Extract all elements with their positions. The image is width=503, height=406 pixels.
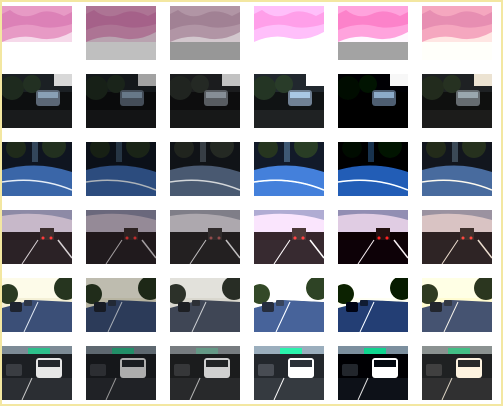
thumbnail-highway-traffic-darker — [86, 346, 156, 400]
thumbnail-sky-sunset-original — [2, 6, 72, 60]
thumbnail-dusk-road-contrast — [338, 210, 408, 264]
thumbnail-dark-street-contrast — [338, 74, 408, 128]
thumbnail-dark-street-darker — [86, 74, 156, 128]
thumbnail-sunny-road-contrast — [338, 278, 408, 332]
thumbnail-sunny-road-warm — [422, 278, 492, 332]
thumbnail-highway-traffic-contrast — [338, 346, 408, 400]
thumbnail-sky-sunset-darker — [86, 6, 156, 60]
thumbnail-curved-road-darker — [86, 142, 156, 196]
thumbnail-curved-road-brighter — [254, 142, 324, 196]
thumbnail-curved-road-grayish — [170, 142, 240, 196]
thumbnail-highway-traffic-warm — [422, 346, 492, 400]
thumbnail-dusk-road-brighter — [254, 210, 324, 264]
thumbnail-sky-sunset-grayish — [170, 6, 240, 60]
thumbnail-curved-road-warm — [422, 142, 492, 196]
thumbnail-sky-sunset-contrast — [338, 6, 408, 60]
thumbnail-dusk-road-original — [2, 210, 72, 264]
thumbnail-curved-road-contrast — [338, 142, 408, 196]
thumbnail-dark-street-original — [2, 74, 72, 128]
thumbnail-dusk-road-warm — [422, 210, 492, 264]
thumbnail-highway-traffic-grayish — [170, 346, 240, 400]
thumbnail-sunny-road-darker — [86, 278, 156, 332]
thumbnail-dusk-road-darker — [86, 210, 156, 264]
thumbnail-dark-street-grayish — [170, 74, 240, 128]
thumbnail-dark-street-brighter — [254, 74, 324, 128]
thumbnail-sky-sunset-warm — [422, 6, 492, 60]
thumbnail-sky-sunset-brighter — [254, 6, 324, 60]
thumbnail-dusk-road-grayish — [170, 210, 240, 264]
thumbnail-dark-street-warm — [422, 74, 492, 128]
thumbnail-sunny-road-original — [2, 278, 72, 332]
thumbnail-curved-road-original — [2, 142, 72, 196]
thumbnail-grid — [2, 6, 496, 398]
thumbnail-highway-traffic-brighter — [254, 346, 324, 400]
thumbnail-sunny-road-brighter — [254, 278, 324, 332]
thumbnail-sunny-road-grayish — [170, 278, 240, 332]
thumbnail-highway-traffic-original — [2, 346, 72, 400]
